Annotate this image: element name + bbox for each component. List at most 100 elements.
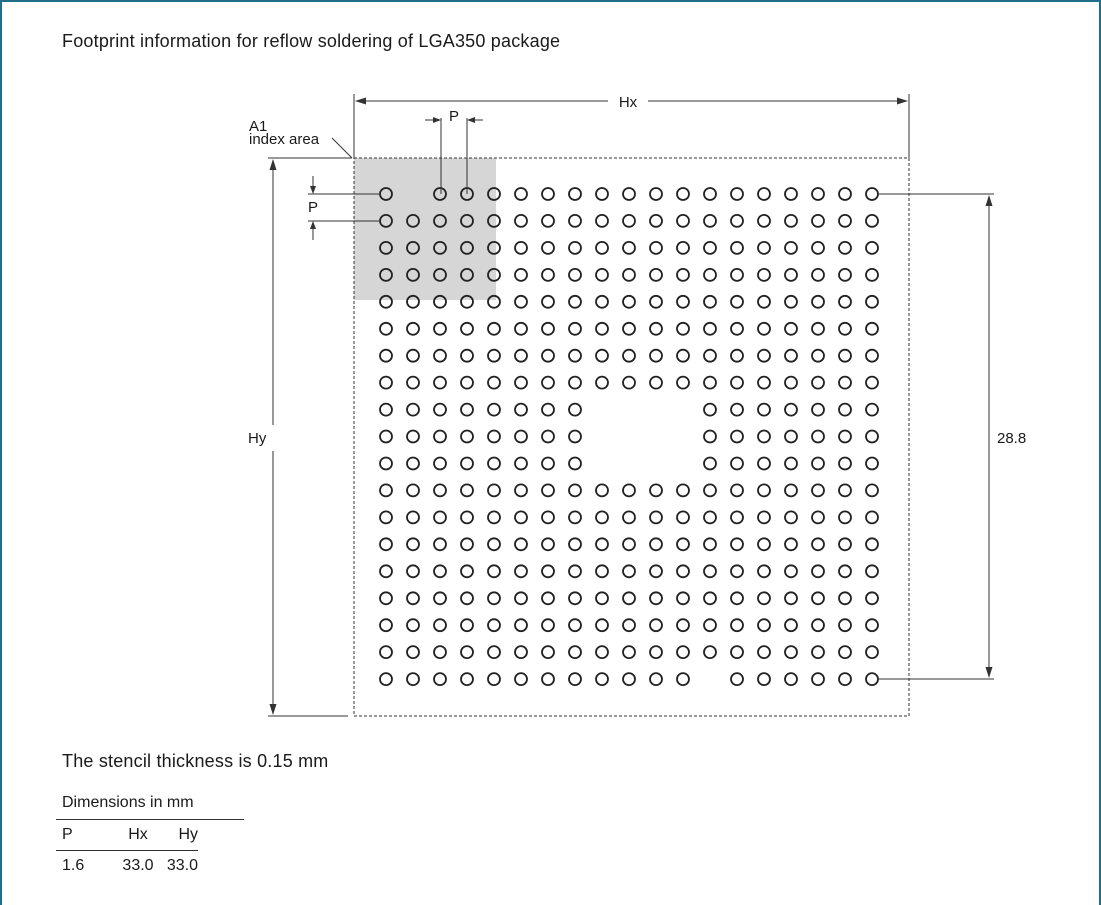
pad — [622, 672, 636, 686]
pad — [622, 267, 636, 282]
pad — [406, 294, 420, 309]
pad — [811, 429, 825, 444]
pad — [514, 348, 528, 363]
pad — [514, 213, 528, 228]
pad — [757, 187, 771, 201]
pad — [838, 187, 852, 201]
pad — [541, 213, 555, 228]
pad — [865, 240, 879, 255]
pad — [406, 321, 420, 336]
pad — [622, 645, 636, 659]
pad — [703, 402, 717, 417]
pad — [649, 510, 663, 525]
pad — [838, 321, 852, 336]
pad — [487, 510, 501, 525]
pad — [703, 321, 717, 336]
pad — [406, 564, 420, 579]
pad — [865, 564, 879, 579]
pad — [379, 672, 393, 686]
dimensions-caption: Dimensions in mm — [62, 794, 194, 811]
pad — [514, 321, 528, 336]
a1-label: A1 — [249, 118, 267, 135]
pad — [541, 321, 555, 336]
pad — [568, 591, 582, 606]
pitch-v-arrow-top — [310, 186, 316, 194]
pad — [865, 672, 879, 686]
pad — [730, 537, 744, 552]
pad — [379, 618, 393, 633]
pad — [568, 510, 582, 525]
pad — [406, 618, 420, 633]
pad — [622, 294, 636, 309]
pad — [757, 213, 771, 228]
pad — [730, 618, 744, 633]
pad — [730, 456, 744, 471]
hx-label: Hx — [619, 94, 638, 111]
pad — [838, 483, 852, 498]
pad — [703, 375, 717, 390]
pad — [784, 483, 798, 498]
pad — [865, 645, 879, 659]
pad — [433, 402, 447, 417]
pad — [676, 510, 690, 525]
pad — [838, 429, 852, 444]
pad — [838, 672, 852, 686]
pad — [811, 240, 825, 255]
pad — [703, 213, 717, 228]
pad — [676, 645, 690, 659]
pad — [487, 483, 501, 498]
pad — [730, 429, 744, 444]
pad — [379, 456, 393, 471]
pad — [379, 645, 393, 659]
pad — [622, 591, 636, 606]
pad — [649, 618, 663, 633]
pad — [460, 294, 474, 309]
hx-arrow-right — [897, 97, 908, 105]
pad — [676, 348, 690, 363]
pad — [784, 375, 798, 390]
pad — [622, 187, 636, 201]
pad — [784, 348, 798, 363]
pad — [460, 375, 474, 390]
pad — [622, 348, 636, 363]
dimensions-header-row: P Hx Hy — [56, 820, 198, 851]
pitch-v-arrow-bottom — [310, 221, 316, 229]
pad — [595, 321, 609, 336]
pad — [730, 321, 744, 336]
pad — [568, 429, 582, 444]
pad — [460, 348, 474, 363]
pad — [649, 591, 663, 606]
pad — [379, 510, 393, 525]
pad — [541, 564, 555, 579]
pad — [487, 618, 501, 633]
hy-arrow-top — [269, 159, 277, 170]
pad — [622, 564, 636, 579]
pad — [379, 213, 393, 228]
pitch-arrow-right — [467, 117, 475, 123]
pad — [838, 294, 852, 309]
pad — [811, 402, 825, 417]
pad — [541, 618, 555, 633]
pad — [514, 537, 528, 552]
pad — [757, 537, 771, 552]
pad — [838, 375, 852, 390]
pad — [406, 645, 420, 659]
pad-grid — [379, 187, 879, 686]
pad — [460, 564, 474, 579]
header-hy: Hy — [178, 826, 198, 843]
pad — [568, 321, 582, 336]
pad — [514, 672, 528, 686]
pad — [811, 591, 825, 606]
pad — [487, 564, 501, 579]
pad — [487, 348, 501, 363]
pad — [676, 187, 690, 201]
pad — [595, 375, 609, 390]
pad — [757, 267, 771, 282]
pad — [487, 267, 501, 282]
pad — [784, 321, 798, 336]
pad — [460, 483, 474, 498]
pad — [541, 375, 555, 390]
pad — [649, 187, 663, 201]
pad — [622, 240, 636, 255]
